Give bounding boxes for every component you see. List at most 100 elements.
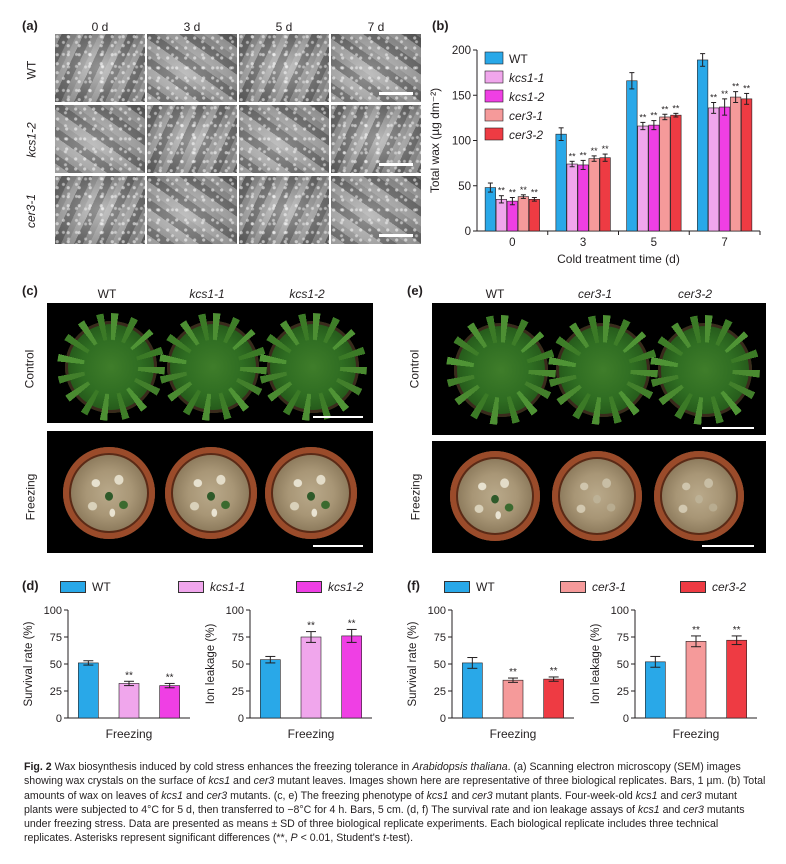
legend-label-cer3-1: cer3-1	[509, 109, 543, 123]
plant-wt-freezing	[450, 451, 540, 541]
bar-kcs1-2	[159, 685, 180, 719]
legend-f-wt: WT	[444, 580, 495, 594]
x-axis-title: Freezing	[106, 727, 153, 741]
caption-p: P	[290, 832, 298, 845]
panel-a-row-cer3-1: cer3-1	[24, 193, 39, 229]
x-tick-label-5: 5	[651, 237, 657, 249]
caption-gene: cer3	[253, 775, 275, 788]
caption-text: mutants under freezing stress. Data are …	[24, 803, 745, 845]
significance-marker: **	[569, 151, 577, 161]
bar-wt	[462, 662, 483, 719]
plant-kcs1-2-freezing	[265, 447, 357, 539]
panel-a-col-0d: 0 d	[91, 20, 109, 34]
bar-wt-0	[484, 187, 496, 232]
caption-text: mutant plants. Four-week-old	[492, 789, 636, 802]
y-axis-title: Ion leakage (%)	[205, 624, 217, 705]
caption-gene: kcs1	[426, 789, 449, 802]
bar-cer3-1-3	[588, 158, 600, 232]
significance-marker: **	[125, 670, 133, 681]
bar-kcs1-2	[341, 635, 362, 719]
x-axis-title: Freezing	[673, 727, 720, 741]
caption-text: and	[230, 775, 254, 788]
legend-d-kcs1-2: kcs1-2	[296, 580, 363, 594]
figure-caption: Fig. 2 Wax biosynthesis induced by cold …	[24, 760, 768, 846]
caption-text: and	[657, 789, 682, 802]
bar-kcs1-2-3	[577, 164, 589, 232]
significance-marker: **	[520, 185, 528, 195]
x-axis-title: Freezing	[490, 727, 537, 741]
y-tick-label: 50	[458, 181, 471, 193]
y-tick-label: 25	[50, 686, 62, 698]
legend-swatch	[444, 581, 470, 593]
bar-kcs1-2-7	[719, 106, 731, 232]
bar-wt	[645, 661, 666, 719]
y-tick-label: 0	[623, 713, 629, 725]
legend-label-kcs1-1: kcs1-1	[509, 71, 544, 85]
y-tick-label: 100	[611, 605, 629, 617]
bar-cer3-1	[685, 641, 707, 719]
caption-gene: kcs1	[161, 789, 184, 802]
significance-marker: **	[672, 103, 680, 113]
legend-text: WT	[92, 580, 111, 594]
chart-f-ion-leakage: 0 25 50 75 100 Ion leakage (%) ** ** Freezing	[590, 605, 757, 741]
significance-marker: **	[498, 186, 506, 196]
panel-c-col-kcs1-1: kcs1-1	[189, 287, 225, 301]
panel-f-label: (f)	[407, 578, 420, 593]
y-tick-label: 100	[226, 605, 244, 617]
significance-marker: **	[650, 111, 658, 121]
bar-cer3-2	[543, 678, 564, 719]
panel-a-label: (a)	[22, 18, 38, 33]
y-tick-label: 25	[434, 686, 446, 698]
x-tick-label-7: 7	[721, 237, 727, 249]
x-axis-title: Cold treatment time (d)	[557, 252, 680, 266]
legend-label-cer3-2: cer3-2	[509, 128, 543, 142]
bar-cer3-1-5	[659, 116, 671, 232]
scale-bar	[702, 545, 754, 547]
photo-c-freezing	[47, 431, 373, 553]
bar-kcs1-1-7	[708, 107, 720, 232]
chart-d-survival-rate: 0 25 50 75 100 Survival rate (%) ** ** Freezing	[23, 605, 190, 741]
significance-marker: **	[348, 618, 356, 629]
sem-image-cer3-1-0d	[55, 176, 145, 244]
panel-e-row-control: Control	[407, 349, 422, 389]
plant-wt-freezing	[63, 447, 155, 539]
legend-label-kcs1-2: kcs1-2	[509, 90, 545, 104]
sem-image-wt-0d	[55, 34, 145, 102]
significance-marker: **	[743, 83, 751, 93]
bar-cer3-1	[502, 679, 524, 719]
legend-text: cer3-2	[712, 580, 747, 594]
scale-bar	[313, 416, 363, 418]
significance-marker: **	[580, 150, 588, 160]
plant-wt-control	[65, 321, 157, 413]
legend-text: kcs1-1	[210, 580, 246, 594]
significance-marker: **	[531, 188, 539, 198]
caption-gene: kcs1	[208, 775, 231, 788]
x-axis-title: Freezing	[288, 727, 335, 741]
bar-cer3-1-0	[517, 196, 529, 232]
y-tick-label: 50	[50, 659, 62, 671]
significance-marker: **	[591, 146, 599, 156]
legend-swatch-cer3-2	[484, 127, 504, 141]
significance-marker: **	[732, 82, 740, 92]
panel-c-row-control: Control	[22, 349, 37, 389]
caption-text: and	[659, 803, 684, 816]
legend-swatch-wt	[484, 51, 504, 65]
significance-marker: **	[166, 672, 174, 683]
plant-kcs1-2-control	[267, 321, 359, 413]
caption-gene: cer3	[206, 789, 228, 802]
panel-e-col-cer3-2: cer3-2	[677, 287, 712, 301]
y-tick-label: 75	[617, 632, 629, 644]
caption-text: . (a) Scanning electron microscopy (SEM)…	[24, 761, 741, 788]
sem-image-cer3-1-3d	[147, 176, 237, 244]
sem-image-kcs1-2-3d	[147, 105, 237, 173]
bar-cer3-2-0	[528, 199, 540, 232]
bar-kcs1-2-5	[648, 124, 660, 232]
x-tick-label-0: 0	[509, 237, 515, 249]
panel-a-col-5d: 5 d	[275, 20, 293, 34]
legend-swatch	[178, 581, 204, 593]
bar-cer3-2	[726, 639, 747, 719]
chart-f-survival-rate: 0 25 50 75 100 Survival rate (%) ** ** Freezing	[407, 605, 574, 741]
bar-wt	[78, 662, 99, 719]
bar-kcs1-1	[118, 683, 140, 719]
